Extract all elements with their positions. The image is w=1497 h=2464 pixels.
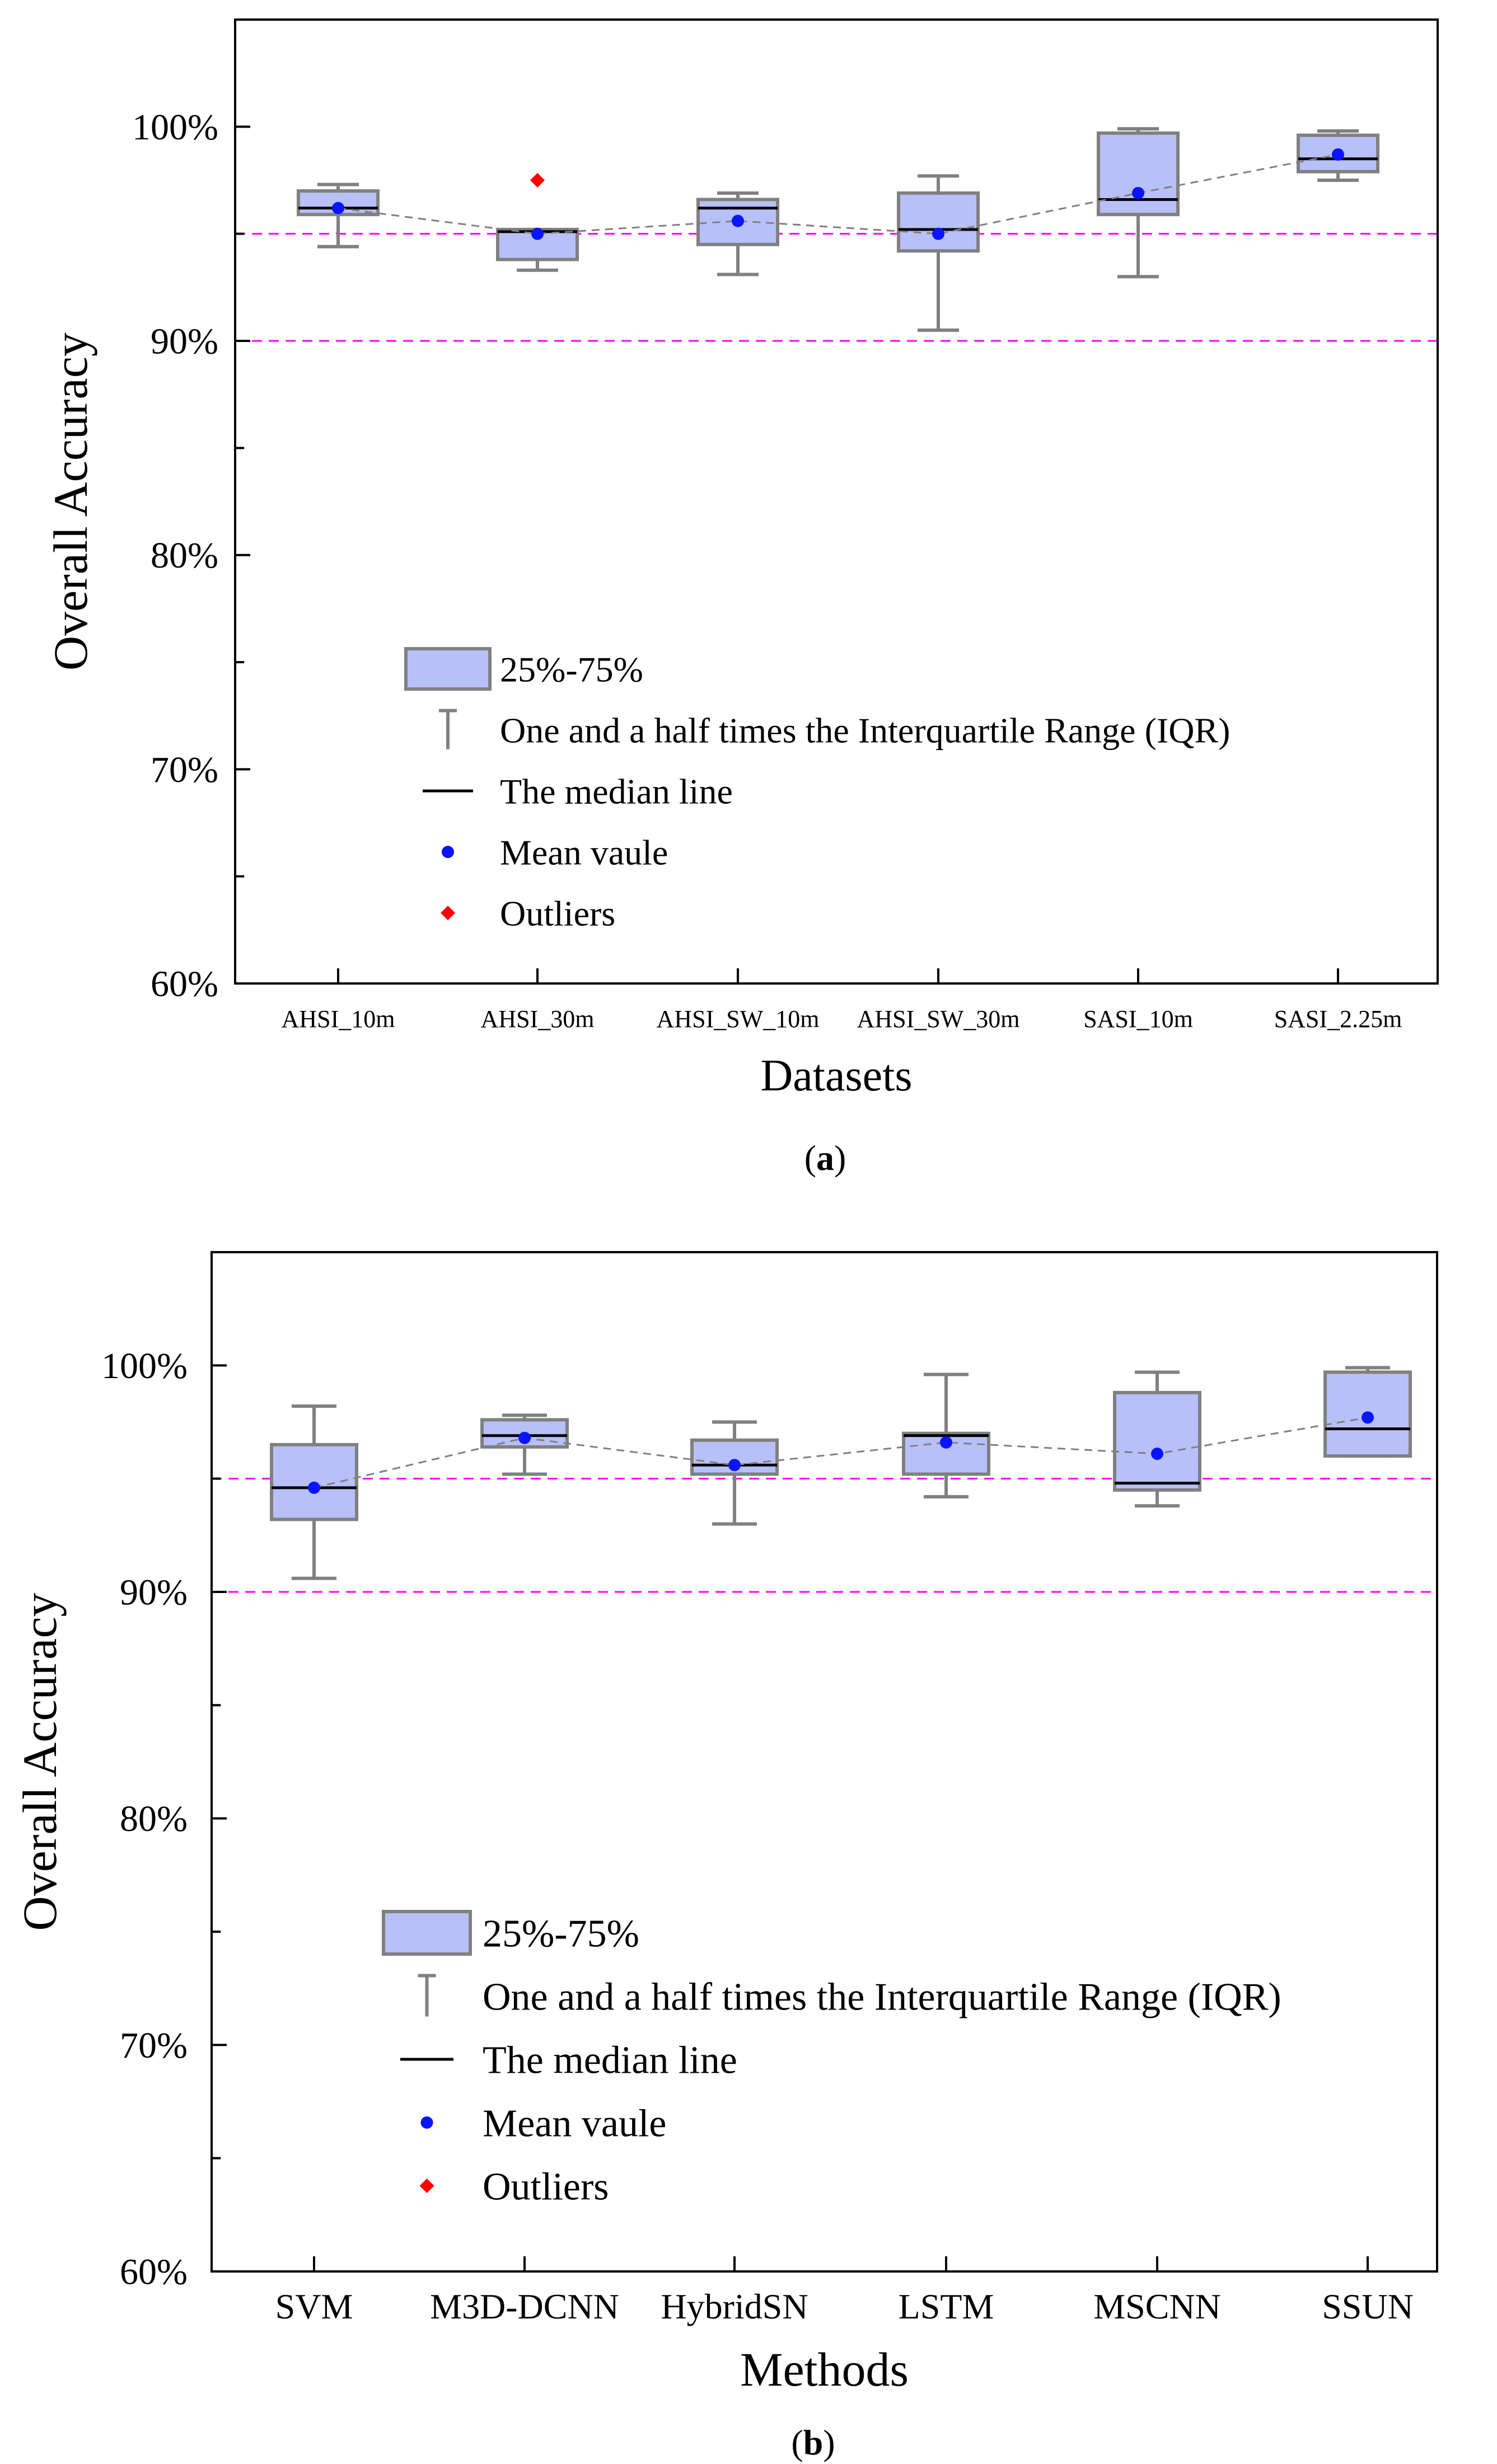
y-tick-label: 70% <box>151 749 218 790</box>
legend-box-swatch <box>404 647 492 691</box>
panel-label: (b) <box>791 2423 835 2462</box>
mean-marker <box>940 1436 952 1449</box>
x-axis-label: Datasets <box>760 1051 912 1100</box>
x-tick-label: M3D-DCNN <box>430 2287 619 2326</box>
mean-marker <box>1151 1448 1163 1460</box>
x-axis-label: Methods <box>740 2343 909 2396</box>
y-axis-label: Overall Accuracy <box>44 332 97 671</box>
panel-a: 60% 70% 80% 90% 100% AHSI_10m AHSI_30m AHSI_SW_… <box>44 18 1439 1178</box>
x-tick-label: AHSI_SW_10m <box>657 1005 820 1033</box>
y-tick-label: 90% <box>151 321 218 362</box>
x-tick-label: AHSI_10m <box>282 1005 395 1033</box>
iqr-box <box>897 191 980 253</box>
y-axis-label: Overall Accuracy <box>13 1592 67 1931</box>
plot-frame <box>210 1251 1438 2273</box>
outlier-marker <box>530 173 545 188</box>
legend-label: Outliers <box>483 2166 609 2209</box>
legend-label: The median line <box>500 771 733 811</box>
x-tick-label: AHSI_30m <box>481 1005 595 1033</box>
mean-marker <box>531 227 544 240</box>
panel-b: 60% 70% 80% 90% 100% SVM M3D-DCNN HybridSN LSTM M… <box>13 1251 1438 2462</box>
mean-marker <box>732 214 744 227</box>
x-tick-label: SVM <box>275 2287 353 2326</box>
legend-outlier-swatch <box>441 906 455 920</box>
y-tick-label: 90% <box>120 1572 188 1613</box>
mean-marker <box>518 1431 531 1444</box>
mean-marker <box>932 227 944 240</box>
x-tick-label: SSUN <box>1322 2287 1414 2326</box>
legend-label: The median line <box>483 2039 737 2082</box>
mean-trend-line <box>338 153 1339 235</box>
plot-frame <box>234 18 1439 985</box>
legend-label: One and a half times the Interquartile R… <box>500 710 1230 750</box>
legend: 25%-75% One and a half times the Interqua… <box>382 1910 1281 2209</box>
y-tick-label: 70% <box>120 2025 188 2066</box>
y-tick-label: 60% <box>120 2251 188 2292</box>
mean-marker <box>1332 148 1344 161</box>
y-tick-label: 80% <box>151 535 218 576</box>
legend-label: Outliers <box>500 893 615 933</box>
mean-marker <box>1132 186 1144 199</box>
panel-letter: b <box>803 2423 824 2462</box>
iqr-box <box>1113 1390 1201 1492</box>
mean-marker <box>332 202 344 214</box>
legend-label: 25%-75% <box>500 649 643 689</box>
x-tick-label: SASI_10m <box>1083 1005 1193 1033</box>
x-tick-label: LSTM <box>899 2287 994 2326</box>
legend-outlier-swatch <box>419 2179 434 2193</box>
y-tick-label: 80% <box>120 1798 188 1839</box>
legend: 25%-75% One and a half times the Interqua… <box>404 647 1230 933</box>
legend-mean-swatch <box>442 846 454 858</box>
iqr-box <box>902 1431 990 1476</box>
mean-trend-line <box>314 1416 1368 1489</box>
legend-label: Mean vaule <box>500 832 668 872</box>
x-tick-label: MSCNN <box>1093 2287 1221 2326</box>
x-tick-label: SASI_2.25m <box>1274 1005 1402 1033</box>
legend-label: 25%-75% <box>483 1913 639 1956</box>
y-tick-label: 100% <box>132 107 218 148</box>
mean-marker <box>1362 1411 1374 1424</box>
legend-label: Mean vaule <box>483 2102 666 2146</box>
legend-box-swatch <box>382 1910 472 1956</box>
legend-label: One and a half times the Interquartile R… <box>483 1976 1281 2019</box>
iqr-box <box>1097 131 1180 217</box>
panel-label: (a) <box>804 1138 846 1178</box>
y-tick-label: 100% <box>101 1346 188 1386</box>
legend-mean-swatch <box>420 2116 433 2129</box>
x-tick-label: AHSI_SW_30m <box>857 1005 1020 1033</box>
iqr-box <box>1297 133 1379 174</box>
x-tick-label: HybridSN <box>661 2287 808 2326</box>
panel-letter: a <box>816 1138 834 1178</box>
mean-marker <box>308 1481 320 1494</box>
mean-marker <box>728 1459 741 1472</box>
y-tick-label: 60% <box>151 963 218 1004</box>
